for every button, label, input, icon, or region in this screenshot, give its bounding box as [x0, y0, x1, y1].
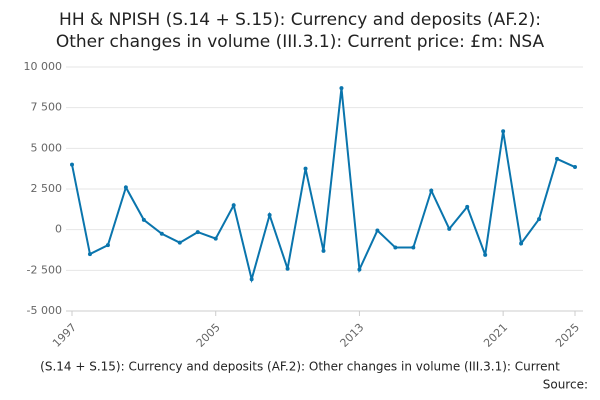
data-point — [321, 248, 326, 253]
data-point — [87, 252, 92, 257]
data-point — [105, 243, 110, 248]
data-point — [465, 204, 470, 209]
data-point — [339, 86, 344, 91]
data-point — [519, 241, 524, 246]
data-point — [159, 231, 164, 236]
x-tick-label: 2025 — [553, 321, 582, 350]
y-tick-label: -2 500 — [27, 263, 62, 276]
data-point — [195, 230, 200, 235]
y-tick-label: 0 — [55, 223, 62, 236]
data-point — [501, 129, 506, 134]
data-point — [357, 267, 362, 272]
data-point — [393, 245, 398, 250]
x-tick-label: 2013 — [338, 321, 367, 350]
source: Source: — [543, 378, 588, 392]
y-tick-label: 7 500 — [31, 101, 63, 114]
data-point — [303, 166, 308, 171]
data-point — [555, 156, 560, 161]
data-point — [141, 217, 146, 222]
data-point — [70, 162, 74, 167]
data-point — [429, 188, 434, 193]
y-tick-label: 5 000 — [31, 141, 63, 154]
y-tick-label: 2 500 — [31, 182, 63, 195]
data-point — [249, 277, 254, 282]
chart-title: HH & NPISH (S.14 + S.15): Currency and d… — [59, 10, 541, 30]
data-point — [267, 213, 272, 218]
chart-title: Other changes in volume (III.3.1): Curre… — [56, 32, 545, 52]
x-tick-label: 2021 — [481, 321, 510, 350]
data-point — [231, 203, 236, 208]
x-tick-label: 2005 — [194, 321, 223, 350]
data-point — [447, 226, 452, 231]
data-point — [573, 165, 577, 170]
data-point — [375, 228, 380, 233]
y-tick-label: -5 000 — [27, 304, 62, 317]
x-tick-label: 1997 — [50, 321, 79, 350]
data-point — [123, 185, 128, 190]
caption: (S.14 + S.15): Currency and deposits (AF… — [40, 360, 560, 374]
data-point — [411, 245, 416, 250]
data-point — [285, 266, 290, 271]
data-point — [537, 217, 542, 222]
data-point — [483, 252, 488, 257]
y-tick-label: 10 000 — [24, 60, 63, 73]
data-point — [177, 240, 182, 245]
data-point — [213, 236, 218, 241]
